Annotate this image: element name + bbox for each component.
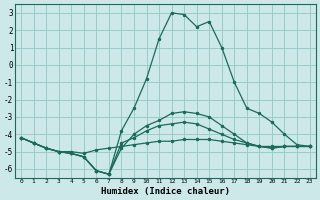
X-axis label: Humidex (Indice chaleur): Humidex (Indice chaleur) <box>101 187 230 196</box>
